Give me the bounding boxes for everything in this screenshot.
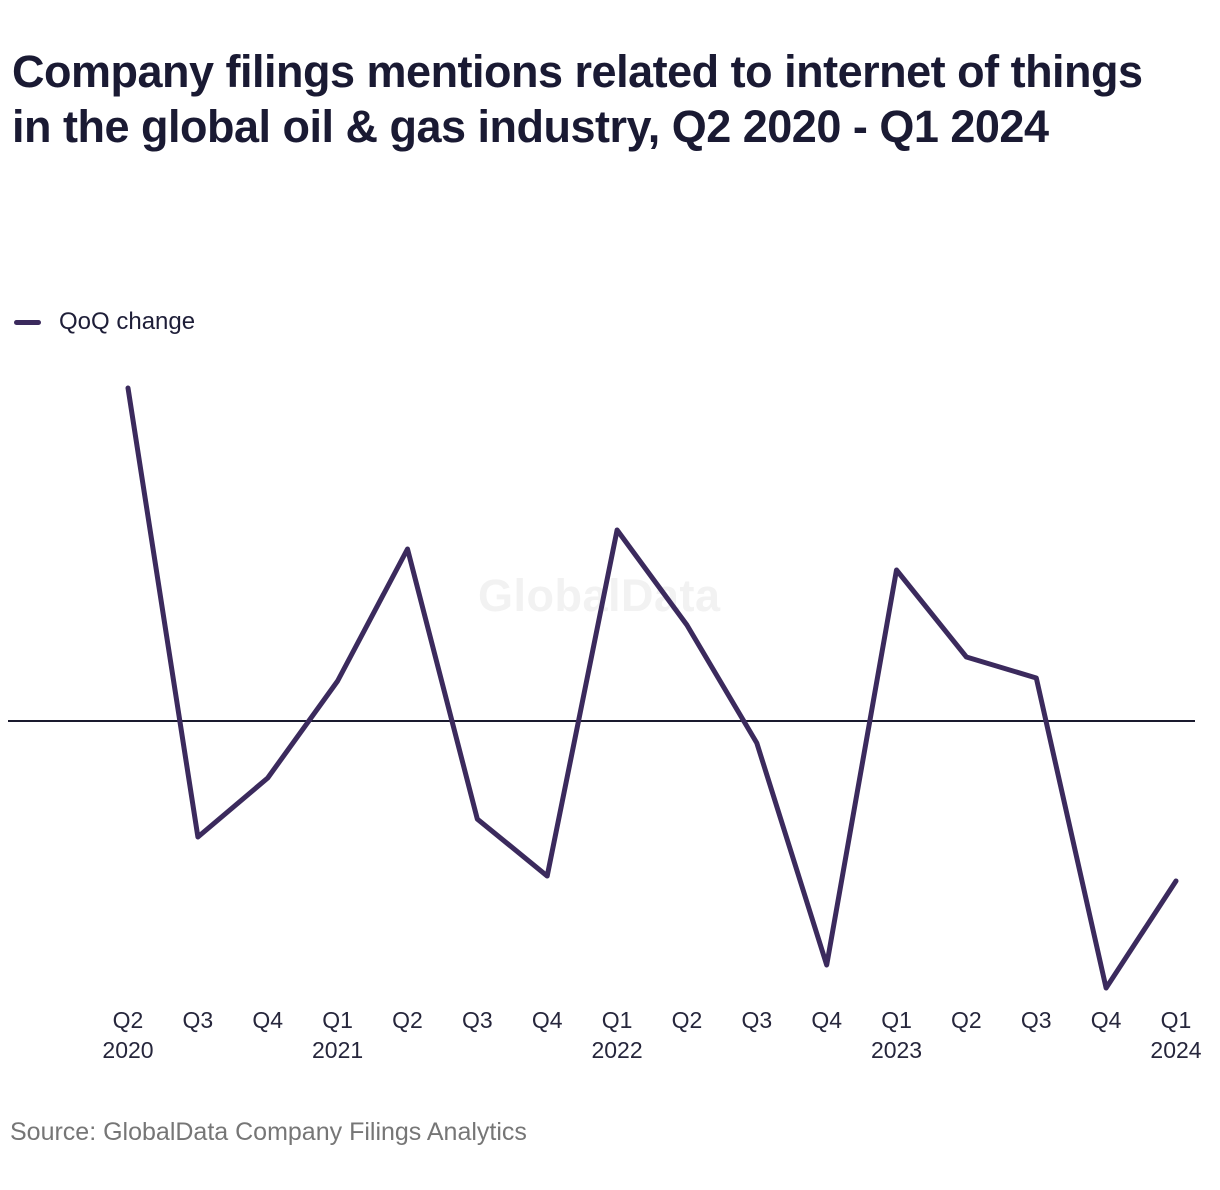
x-tick-q2-2023: Q2 [951,1007,982,1033]
x-tick-q2-2020: Q2 2020 [102,1007,154,1063]
x-tick-q3-2023: Q3 [1020,1007,1052,1033]
chart-title: Company filings mentions related to inte… [12,46,1143,152]
x-tick-q2-2021: Q2 [392,1007,423,1033]
x-tick-q4-2020: Q4 [252,1007,284,1033]
qoq-change-line [125,385,1179,991]
x-tick-q1-2023: Q1 2023 [870,1007,923,1063]
x-tick-q4-2021: Q4 [531,1007,563,1033]
legend: QoQ change [14,308,195,336]
x-tick-q1-2021: Q1 2021 [312,1007,364,1063]
legend-line-swatch [14,319,41,325]
legend-label: QoQ change [59,308,196,335]
x-tick-q4-2022: Q4 [811,1007,842,1033]
x-tick-q1-2022: Q1 2022 [591,1007,643,1063]
x-tick-q3-2020: Q3 [182,1007,214,1033]
x-tick-q3-2022: Q3 [741,1007,773,1033]
source-note: Source: GlobalData Company Filings Analy… [10,1118,527,1146]
x-tick-q1-2024: Q1 2024 [1150,1007,1202,1063]
x-tick-q4-2023: Q4 [1090,1007,1122,1033]
x-tick-q3-2021: Q3 [461,1007,493,1033]
x-tick-q2-2022: Q2 [671,1007,703,1033]
